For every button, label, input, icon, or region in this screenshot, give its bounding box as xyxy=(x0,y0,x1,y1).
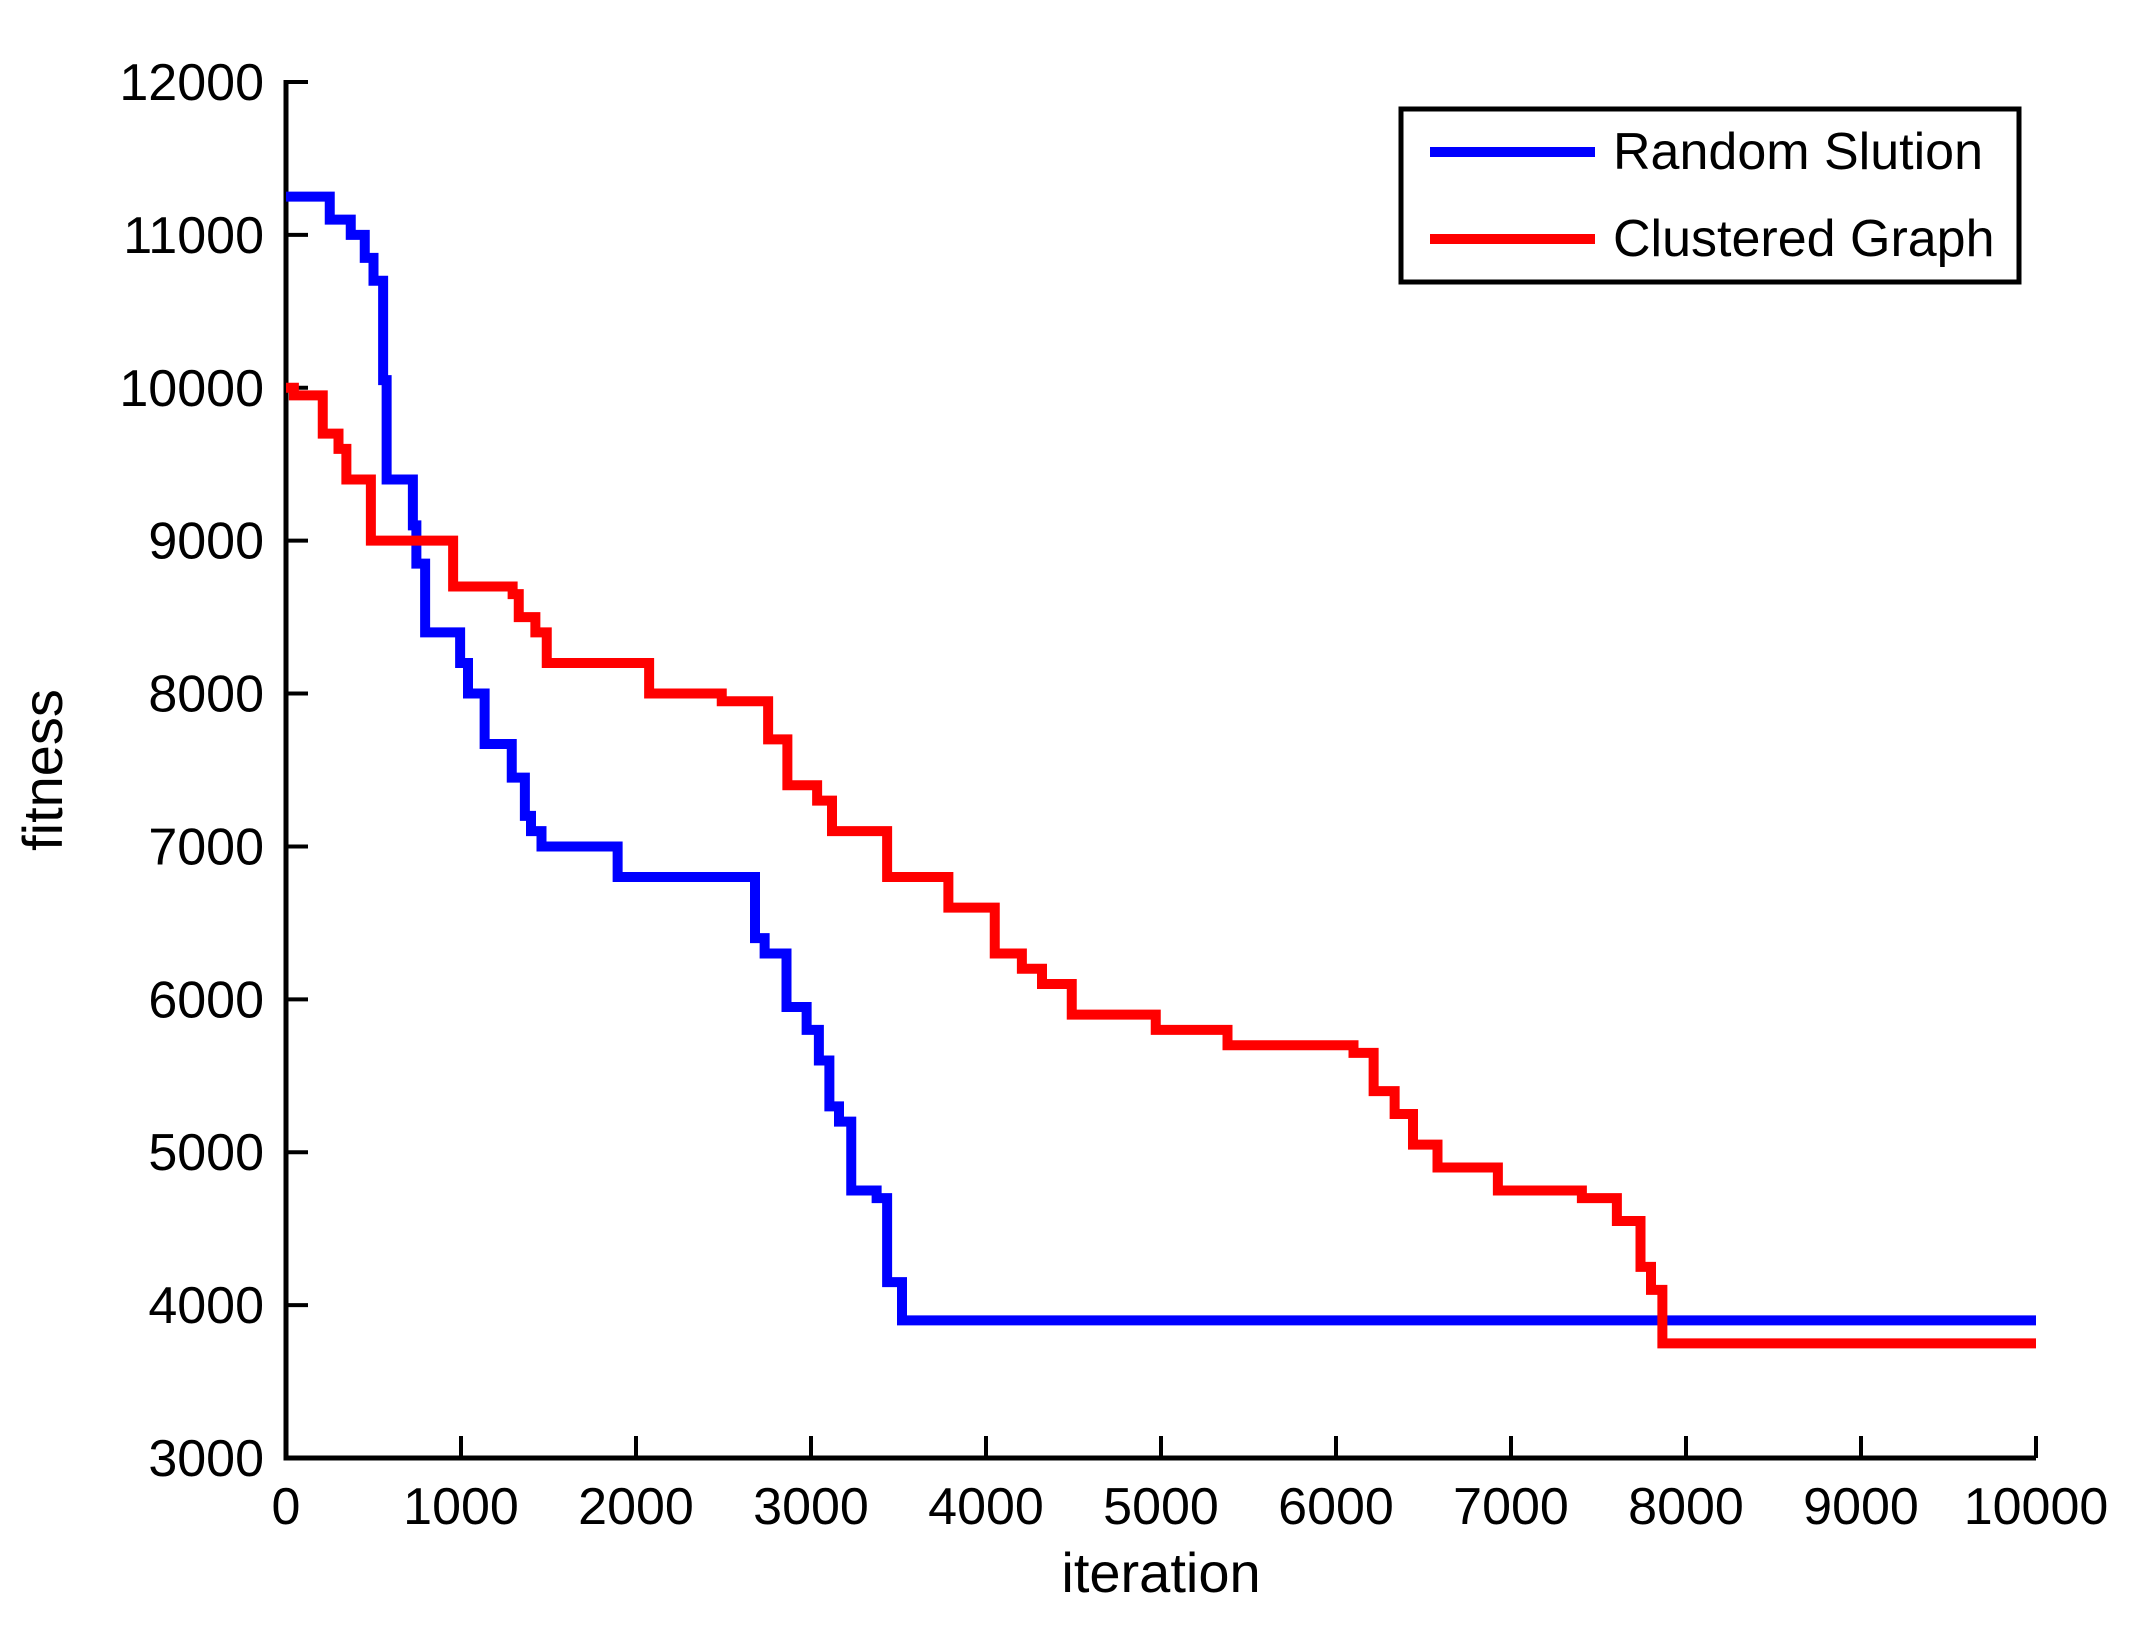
x-axis-ticks: 0 1000 2000 3000 4000 5000 6000 7000 8000 9000 100… xyxy=(272,1436,2109,1536)
y-axis-ticks: 3000 4000 5000 6000 7000 8000 9000 10000 11000 12… xyxy=(119,54,308,1488)
y-tick-label: 6000 xyxy=(148,971,264,1029)
legend-box xyxy=(1398,106,2022,285)
y-tick-label: 5000 xyxy=(148,1124,264,1182)
x-tick-label: 10000 xyxy=(1964,1478,2109,1536)
x-axis-title: iteration xyxy=(1061,1541,1260,1604)
legend: Random Slution Clustered Graph xyxy=(1398,106,2022,285)
y-tick-label: 9000 xyxy=(148,513,264,571)
y-tick-label: 10000 xyxy=(119,360,264,418)
axes-spines xyxy=(283,80,2036,1461)
y-tick-label: 3000 xyxy=(148,1430,264,1488)
series-lines xyxy=(286,191,2036,1349)
x-tick-label: 8000 xyxy=(1628,1478,1744,1536)
x-tick-label: 4000 xyxy=(928,1478,1044,1536)
y-tick-label: 7000 xyxy=(148,818,264,876)
x-tick-label: 0 xyxy=(272,1478,301,1536)
y-axis-title: fitness xyxy=(11,689,74,851)
y-tick-label: 12000 xyxy=(119,54,264,112)
series-line-0 xyxy=(286,191,2036,1326)
x-tick-label: 3000 xyxy=(753,1478,869,1536)
legend-label-random-solution: Random Slution xyxy=(1613,123,1983,181)
x-tick-label: 2000 xyxy=(578,1478,694,1536)
y-tick-label: 4000 xyxy=(148,1277,264,1335)
x-tick-label: 5000 xyxy=(1103,1478,1219,1536)
legend-label-clustered-graph: Clustered Graph xyxy=(1613,210,1995,268)
x-tick-label: 9000 xyxy=(1803,1478,1919,1536)
series-line-1 xyxy=(286,382,2036,1349)
x-tick-label: 1000 xyxy=(403,1478,519,1536)
y-tick-label: 11000 xyxy=(123,207,264,265)
x-tick-label: 6000 xyxy=(1278,1478,1394,1536)
x-tick-label: 7000 xyxy=(1453,1478,1569,1536)
y-tick-label: 8000 xyxy=(148,666,264,724)
